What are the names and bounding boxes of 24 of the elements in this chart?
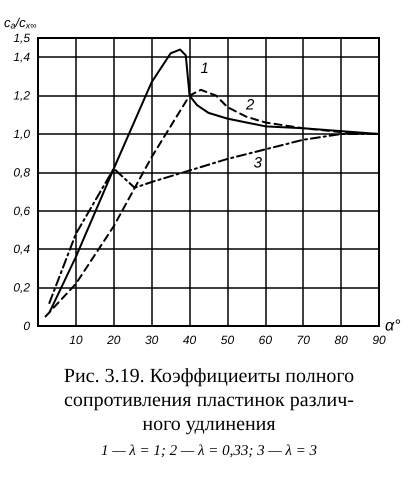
x-axis-title: α° [385, 318, 402, 334]
x-tick-label: 60 [258, 333, 272, 347]
x-tick-label: 50 [220, 333, 234, 347]
y-tick-label: 1,2 [13, 88, 30, 103]
y-tick-label: 0 [23, 319, 30, 333]
x-tick-label: 30 [144, 333, 159, 347]
x-tick-label: 80 [334, 333, 348, 347]
y-tick-label: 0,2 [13, 280, 30, 295]
x-tick-label: 70 [296, 333, 310, 347]
annotation: 2 [245, 96, 256, 114]
annotation: 1 [200, 60, 209, 78]
y-tick-label: 0,6 [13, 204, 30, 218]
annotation: 3 [254, 154, 263, 172]
y-tick-label: 0,8 [13, 165, 30, 180]
y-tick-label: 0,4 [13, 242, 30, 256]
x-tick-label: 10 [69, 333, 83, 347]
y-tick-label: 1,0 [13, 127, 30, 141]
y-tick-label: 1,4 [13, 50, 30, 64]
text: 1 — λ = 1; 2 — λ = 0,33; 3 — λ = 3 [100, 442, 318, 461]
x-tick-label: 90 [372, 333, 386, 347]
text: Рис. 3.19. Коэффициеиты полного сопротивления пластинок различ- ного удлинения [62, 364, 356, 436]
y-tick-label: 1,5 [13, 31, 30, 45]
x-tick-label: 20 [106, 333, 121, 347]
x-tick-label: 40 [182, 333, 197, 347]
